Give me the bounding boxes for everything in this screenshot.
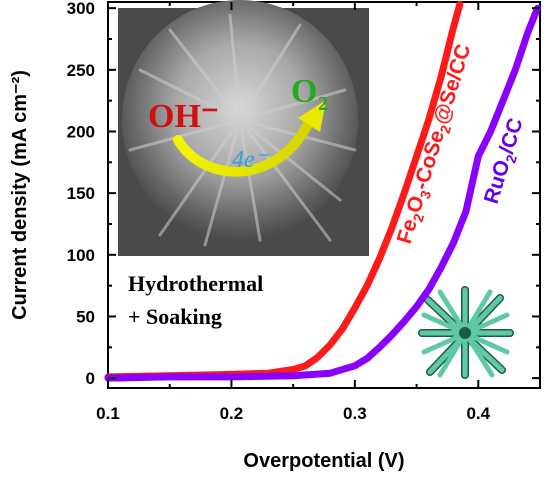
y-tick-label: 100	[67, 246, 95, 265]
y-tick-label: 300	[67, 0, 95, 18]
y-tick-label: 50	[76, 307, 95, 326]
x-axis: 0.1 0.2 0.3 0.4	[96, 2, 491, 423]
svg-text:O: O	[291, 73, 317, 110]
sem-inset: OH⁻ O 2 4e⁻	[118, 0, 369, 256]
nanowire-cluster-illustration	[418, 286, 514, 379]
series-label-ruo2: RuO2/CC	[480, 115, 531, 207]
y-tick-label: 150	[67, 184, 95, 203]
x-tick-label: 0.1	[96, 404, 120, 423]
x-tick-label: 0.3	[343, 404, 367, 423]
y-axis: 0 50 100 150 200 250 300	[67, 0, 540, 388]
plot-frame	[107, 1, 541, 389]
electron-transfer-arrowhead	[298, 100, 326, 132]
x-tick-label: 0.4	[466, 404, 490, 423]
series-line-ruo2	[104, 4, 541, 382]
y-tick-label: 250	[67, 61, 95, 80]
synthesis-line-2: + Soaking	[128, 304, 222, 329]
x-tick-label: 0.2	[220, 404, 244, 423]
inset-electrons-label: 4e⁻	[232, 147, 270, 173]
inset-reactant-label: OH⁻	[148, 98, 219, 135]
series-layer	[104, 1, 541, 382]
electron-transfer-arrow	[173, 115, 315, 177]
inset-product-label: O 2	[291, 73, 328, 115]
y-axis-title: Current density (mA cm⁻²)	[9, 70, 31, 320]
svg-text:2: 2	[318, 93, 328, 115]
y-tick-label: 200	[67, 122, 95, 141]
y-tick-label: 0	[86, 369, 95, 388]
x-axis-title: Overpotential (V)	[243, 450, 404, 472]
synthesis-line-1: Hydrothermal	[128, 271, 263, 296]
